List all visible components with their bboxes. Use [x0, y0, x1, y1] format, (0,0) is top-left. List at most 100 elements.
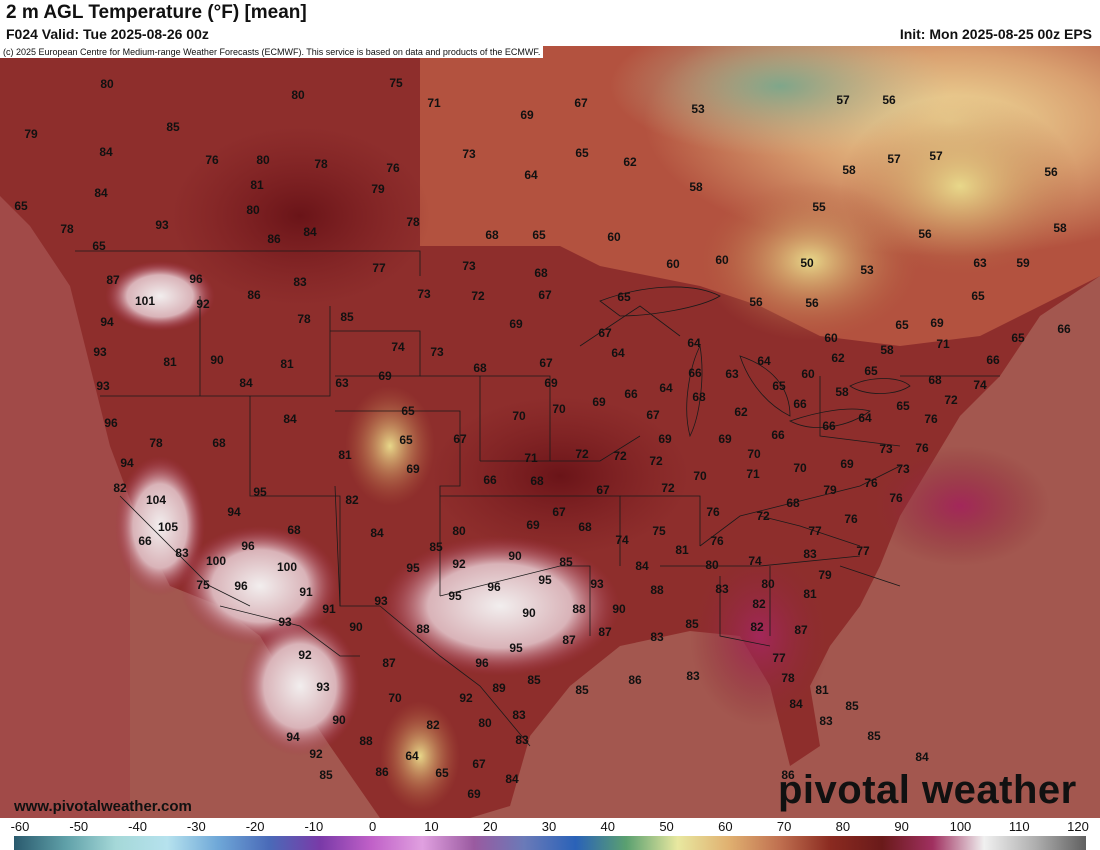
temperature-label: 70	[793, 461, 807, 475]
temperature-label: 72	[575, 447, 589, 461]
temperature-label: 67	[538, 288, 552, 302]
temperature-label: 81	[675, 543, 689, 557]
temperature-label: 62	[623, 155, 637, 169]
scale-tick-label: 10	[424, 819, 439, 834]
temperature-label: 82	[750, 620, 764, 634]
temperature-label: 57	[887, 152, 901, 166]
temperature-label: 67	[596, 483, 610, 497]
temperature-label: 71	[746, 467, 760, 481]
temperature-label: 95	[406, 561, 420, 575]
temperature-label: 72	[649, 454, 663, 468]
temperature-label: 85	[867, 729, 881, 743]
temperature-label: 68	[287, 523, 301, 537]
warm-atlantic	[870, 446, 1050, 566]
temperature-label: 95	[509, 641, 523, 655]
temperature-label: 72	[756, 509, 770, 523]
temperature-label: 66	[483, 473, 497, 487]
temperature-label: 80	[256, 153, 270, 167]
temperature-label: 85	[166, 120, 180, 134]
scale-tick-label: 90	[894, 819, 909, 834]
temperature-label: 96	[189, 272, 203, 286]
temperature-label: 83	[715, 582, 729, 596]
cool-sierra-madre	[380, 701, 460, 811]
temperature-label: 84	[99, 145, 113, 159]
temperature-label: 84	[283, 412, 297, 426]
temperature-label: 64	[757, 354, 771, 368]
temperature-label: 71	[936, 337, 950, 351]
temperature-label: 94	[100, 315, 114, 329]
temperature-label: 90	[332, 713, 346, 727]
temperature-label: 74	[391, 340, 405, 354]
temperature-label: 64	[405, 749, 419, 763]
scale-tick-label: 110	[1008, 819, 1030, 834]
temperature-label: 94	[120, 456, 134, 470]
scale-tick-label: 30	[541, 819, 557, 834]
temperature-label: 83	[175, 546, 189, 560]
temperature-label: 87	[106, 273, 120, 287]
temperature-label: 80	[761, 577, 775, 591]
map-title: 2 m AGL Temperature (°F) [mean]	[6, 2, 307, 23]
warm-southeast	[690, 546, 830, 726]
temperature-label: 71	[427, 96, 441, 110]
temperature-label: 71	[524, 451, 538, 465]
temperature-label: 73	[462, 259, 476, 273]
temperature-label: 90	[508, 549, 522, 563]
temperature-label: 93	[374, 594, 388, 608]
temperature-label: 92	[309, 747, 323, 761]
temperature-label: 100	[277, 560, 297, 574]
temperature-label: 92	[452, 557, 466, 571]
temperature-label: 59	[1016, 256, 1030, 270]
temperature-colorbar	[14, 836, 1086, 850]
temperature-label: 96	[234, 579, 248, 593]
temperature-label: 86	[781, 768, 795, 782]
temperature-label: 95	[448, 589, 462, 603]
temperature-label: 67	[574, 96, 588, 110]
temperature-label: 85	[319, 768, 333, 782]
temperature-label: 68	[928, 373, 942, 387]
temperature-label: 85	[575, 683, 589, 697]
temperature-label: 65	[864, 364, 878, 378]
temperature-label: 90	[522, 606, 536, 620]
temperature-label: 76	[915, 441, 929, 455]
scale-tick-label: 80	[835, 819, 851, 834]
temperature-label: 56	[882, 93, 896, 107]
cool-quebec	[840, 96, 1080, 276]
temperature-label: 64	[611, 346, 625, 360]
scale-tick-label: 120	[1067, 819, 1089, 834]
temperature-label: 84	[370, 526, 384, 540]
temperature-label: 66	[138, 534, 152, 548]
temperature-label: 88	[572, 602, 586, 616]
temperature-label: 95	[253, 485, 267, 499]
temperature-label: 60	[666, 257, 680, 271]
state-borders	[75, 250, 1000, 747]
temperature-label: 75	[652, 524, 666, 538]
temperature-label: 84	[635, 559, 649, 573]
temperature-label: 76	[710, 534, 724, 548]
temperature-label: 66	[771, 428, 785, 442]
temperature-label: 88	[416, 622, 430, 636]
temperature-map[interactable]: 80 75 80 71 69 67 53 57 56 79 85 84 76 80 78 76 73 65 62 57…	[0, 46, 1100, 818]
temperature-label: 81	[803, 587, 817, 601]
temperature-label: 62	[734, 405, 748, 419]
scale-tick-label: -60	[10, 819, 30, 834]
temperature-label: 56	[749, 295, 763, 309]
temperature-label: 76	[864, 476, 878, 490]
temperature-label: 66	[822, 419, 836, 433]
temperature-label: 87	[382, 656, 396, 670]
temperature-label: 90	[210, 353, 224, 367]
temperature-label: 66	[624, 387, 638, 401]
temperature-label: 55	[812, 200, 826, 214]
temperature-label: 60	[607, 230, 621, 244]
temperature-label: 75	[196, 578, 210, 592]
temperature-label: 87	[562, 633, 576, 647]
temperature-label: 58	[1053, 221, 1067, 235]
temperature-label: 77	[372, 261, 386, 275]
temperature-label: 101	[135, 294, 155, 308]
scale-tick-label: 40	[600, 819, 615, 834]
temperature-label: 66	[1057, 322, 1071, 336]
temperature-label: 60	[715, 253, 729, 267]
temperature-label: 70	[693, 469, 707, 483]
temperature-label: 77	[772, 651, 786, 665]
website-link[interactable]: www.pivotalweather.com	[14, 798, 192, 815]
great-lakes	[599, 286, 911, 438]
